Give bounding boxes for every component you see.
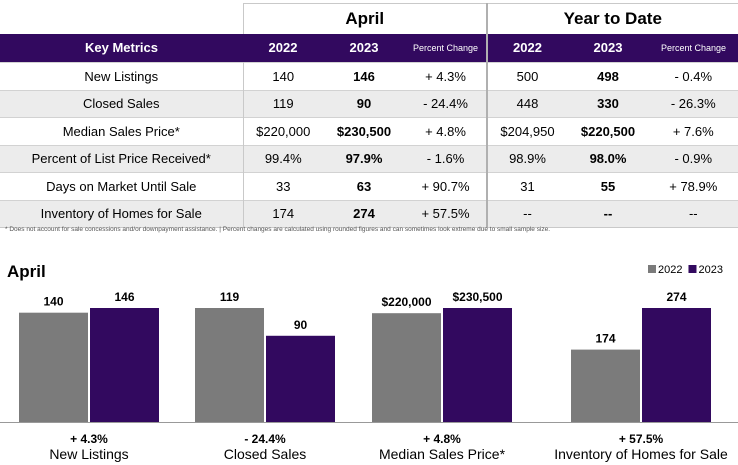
bar-value-label: $230,500 xyxy=(452,290,502,304)
april-2023-value: 63 xyxy=(323,172,405,200)
april-percent-change-header: Percent Change xyxy=(412,42,479,53)
april-percent-change: - 1.6% xyxy=(405,144,488,173)
category-change-label: + 4.3% xyxy=(70,432,108,446)
category-label: Inventory of Homes for Sale xyxy=(554,446,728,462)
chart-title: April xyxy=(7,262,46,281)
table-row: Closed Sales 119 90 - 24.4% 448 330 - 26… xyxy=(0,89,738,118)
ytd-2023-value: $220,500 xyxy=(567,117,650,145)
bar-value-label: 90 xyxy=(294,318,308,332)
april-2022-value: 119 xyxy=(243,89,323,118)
ytd-2023-value: 55 xyxy=(567,172,650,200)
ytd-percent-change: + 7.6% xyxy=(649,117,738,145)
table-row: New Listings 140 146 + 4.3% 500 498 - 0.… xyxy=(0,62,738,90)
ytd-2022-value: -- xyxy=(486,199,568,228)
bar-2022 xyxy=(195,308,264,422)
metric-label: Closed Sales xyxy=(0,89,244,118)
metric-label: Median Sales Price* xyxy=(0,117,244,145)
april-2023-value: 146 xyxy=(323,62,405,90)
ytd-percent-change: -- xyxy=(649,199,738,228)
bar-value-label: 174 xyxy=(595,332,615,346)
bar-value-label: 140 xyxy=(43,295,63,309)
bar-value-label: 119 xyxy=(220,290,240,304)
ytd-2022-value: 31 xyxy=(486,172,568,200)
table-row: Days on Market Until Sale 33 63 + 90.7% … xyxy=(0,172,738,200)
table-row: Median Sales Price* $220,000 $230,500 + … xyxy=(0,117,738,145)
key-metrics-table: April Year to Date Key Metrics 2022 2023… xyxy=(0,3,738,228)
april-percent-change: + 57.5% xyxy=(405,199,488,228)
legend-swatch-2022 xyxy=(648,265,656,273)
april-percent-change: + 4.8% xyxy=(405,117,488,145)
bar-value-label: 146 xyxy=(114,290,134,304)
april-2022-value: 33 xyxy=(243,172,323,200)
april-2022-value: 99.4% xyxy=(243,144,323,173)
april-2022-value: 140 xyxy=(243,62,323,90)
bar-value-label: $220,000 xyxy=(381,295,431,309)
footnote: * Does not account for sale concessions … xyxy=(5,226,551,233)
ytd-percent-change: - 0.9% xyxy=(649,144,738,173)
april-percent-change: - 24.4% xyxy=(405,89,488,118)
ytd-2022-value: 448 xyxy=(486,89,568,118)
category-change-label: + 57.5% xyxy=(619,432,664,446)
april-2022-value: 174 xyxy=(243,199,323,228)
metric-label: Percent of List Price Received* xyxy=(0,144,244,173)
ytd-2023-value: -- xyxy=(567,199,650,228)
period-header-april: April xyxy=(242,3,488,34)
category-label: Closed Sales xyxy=(224,446,307,462)
april-2023-value: 274 xyxy=(323,199,405,228)
april-2023-header: 2023 xyxy=(349,40,379,56)
ytd-2022-value: $204,950 xyxy=(486,117,568,145)
table-row: Percent of List Price Received* 99.4% 97… xyxy=(0,144,738,173)
april-2023-value: $230,500 xyxy=(323,117,405,145)
legend-label-2022: 2022 xyxy=(658,264,682,276)
april-percent-change: + 4.3% xyxy=(405,62,488,90)
table-row: Inventory of Homes for Sale 174 274 + 57… xyxy=(0,199,738,228)
bar-2023 xyxy=(642,308,711,422)
ytd-2022-value: 500 xyxy=(486,62,568,90)
bar-2022 xyxy=(571,349,640,422)
period-header-ytd: Year to Date xyxy=(486,3,738,34)
ytd-percent-change-header: Percent Change xyxy=(661,42,727,53)
bar-2022 xyxy=(19,312,88,422)
table-corner xyxy=(0,3,243,34)
category-label: New Listings xyxy=(49,446,128,462)
bar-2023 xyxy=(90,308,159,422)
chart-canvas: April 2022 2023 140 146 + 4.3%New Listings 119… xyxy=(0,262,738,462)
legend-label-2023: 2023 xyxy=(698,264,722,276)
april-2022-value: $220,000 xyxy=(243,117,323,145)
legend-swatch-2023 xyxy=(688,265,697,273)
metric-label: New Listings xyxy=(0,62,244,90)
april-2022-header: 2022 xyxy=(268,40,298,56)
ytd-percent-change: + 78.9% xyxy=(649,172,738,200)
bar-2023 xyxy=(443,308,512,422)
ytd-2023-header: 2023 xyxy=(593,40,623,56)
metric-label: Days on Market Until Sale xyxy=(0,172,244,200)
bar-value-label: 274 xyxy=(666,290,686,304)
key-metrics-header: Key Metrics xyxy=(85,40,158,56)
category-change-label: + 4.8% xyxy=(423,432,461,446)
ytd-2023-value: 498 xyxy=(567,62,650,90)
april-comparison-chart: April 2022 2023 140 146 + 4.3% New Listings 119… xyxy=(0,250,738,465)
ytd-2023-value: 330 xyxy=(567,89,650,118)
bar-2022 xyxy=(372,313,441,422)
metric-label: Inventory of Homes for Sale xyxy=(0,199,244,228)
ytd-2022-header: 2022 xyxy=(486,33,568,63)
column-header-row: Key Metrics 2022 2023 Percent Change 202… xyxy=(0,33,738,63)
category-change-label: - 24.4% xyxy=(244,432,286,446)
april-2023-value: 90 xyxy=(323,89,405,118)
april-percent-change: + 90.7% xyxy=(405,172,488,200)
april-2023-value: 97.9% xyxy=(323,144,405,173)
category-label: Median Sales Price* xyxy=(379,446,506,462)
ytd-percent-change: - 26.3% xyxy=(649,89,738,118)
ytd-2023-value: 98.0% xyxy=(567,144,650,173)
ytd-percent-change: - 0.4% xyxy=(649,62,738,90)
ytd-2022-value: 98.9% xyxy=(486,144,568,173)
bar-2023 xyxy=(266,335,335,422)
